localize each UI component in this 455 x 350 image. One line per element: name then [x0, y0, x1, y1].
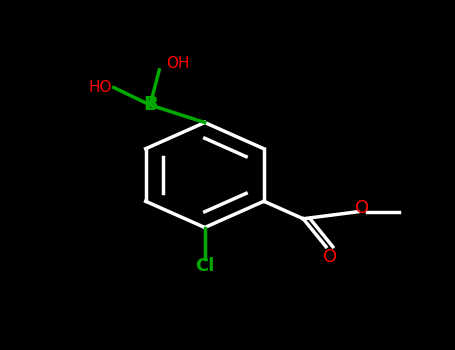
Text: O: O — [355, 199, 369, 217]
Text: B: B — [143, 96, 157, 114]
Text: OH: OH — [166, 56, 189, 70]
Text: Cl: Cl — [195, 257, 214, 275]
Text: HO: HO — [88, 80, 112, 95]
Text: O: O — [324, 248, 338, 266]
